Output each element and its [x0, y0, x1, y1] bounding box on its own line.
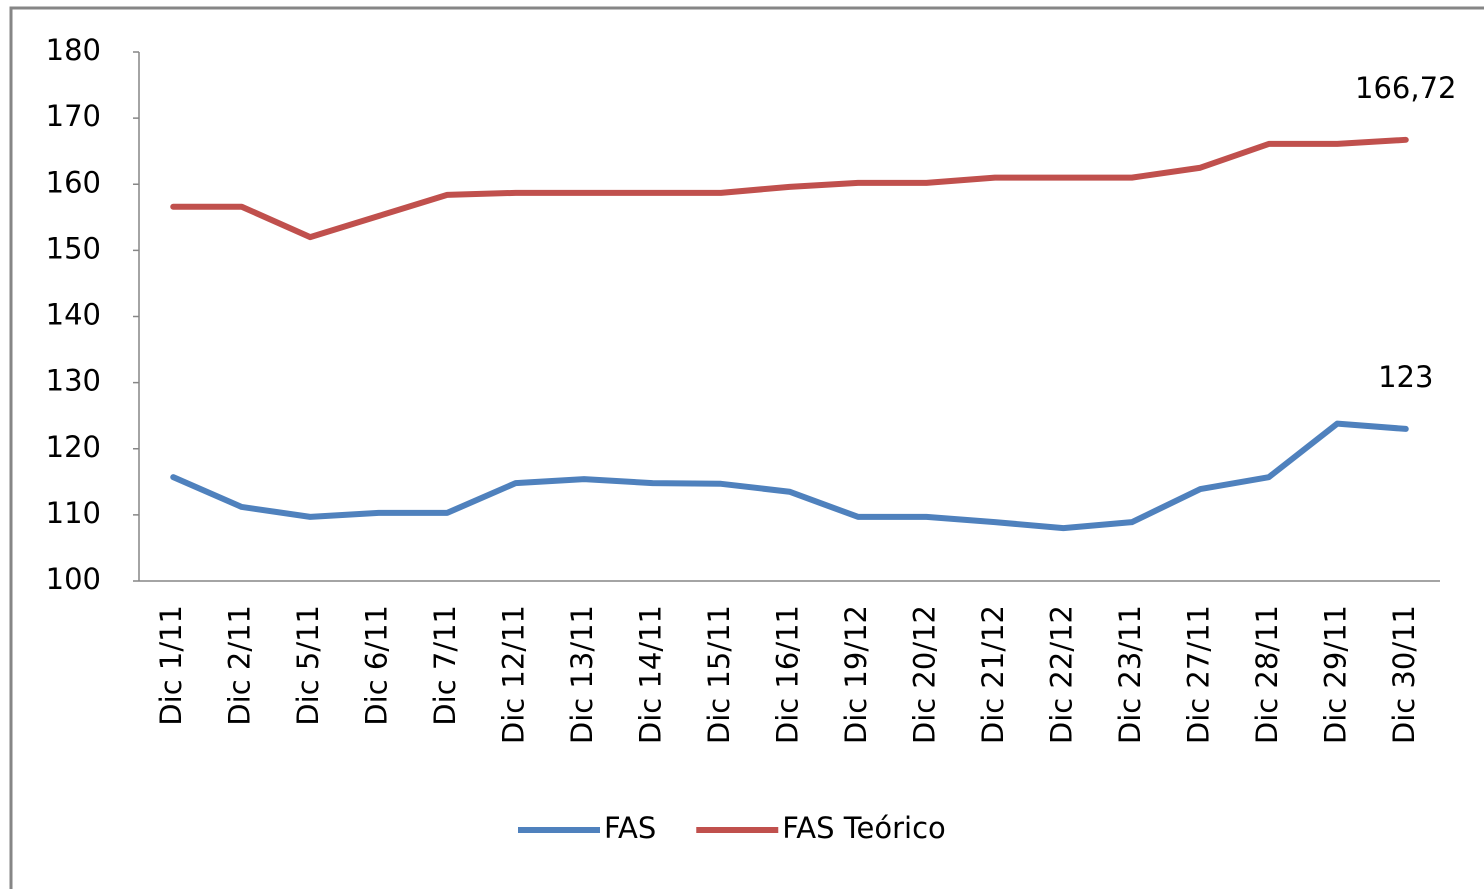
- x-tick-label: Dic 14/11: [634, 605, 668, 744]
- x-tick-label: Dic 21/12: [976, 605, 1010, 744]
- legend-label: FAS Teórico: [782, 811, 946, 845]
- y-tick-label: 130: [46, 364, 101, 398]
- x-tick-label: Dic 1/11: [154, 605, 188, 726]
- x-tick-label: Dic 16/11: [771, 605, 805, 744]
- x-tick-label: Dic 23/11: [1113, 605, 1147, 744]
- data-label: 166,72: [1355, 71, 1456, 105]
- x-tick-label: Dic 19/12: [839, 605, 873, 744]
- legend-label: FAS: [604, 811, 656, 845]
- x-tick-label: Dic 2/11: [223, 605, 257, 726]
- y-tick-label: 170: [46, 99, 101, 133]
- x-tick-label: Dic 29/11: [1318, 605, 1352, 744]
- data-label: 123: [1378, 360, 1433, 394]
- line-series: [170, 420, 1409, 532]
- y-tick-label: 120: [46, 430, 101, 464]
- y-tick-label: 180: [46, 33, 101, 67]
- x-tick-label: Dic 28/11: [1250, 605, 1284, 744]
- x-tick-label: Dic 20/12: [907, 605, 941, 744]
- x-tick-label: Dic 6/11: [360, 605, 394, 726]
- x-tick-label: Dic 27/11: [1181, 605, 1215, 744]
- x-tick-label: Dic 5/11: [291, 605, 325, 726]
- y-tick-label: 110: [46, 496, 101, 530]
- y-tick-label: 150: [46, 231, 101, 265]
- x-tick-label: Dic 12/11: [497, 605, 531, 744]
- x-tick-label: Dic 7/11: [428, 605, 462, 726]
- x-tick-label: Dic 22/12: [1044, 605, 1078, 744]
- y-tick-label: 140: [46, 298, 101, 332]
- y-tick-label: 160: [46, 165, 101, 199]
- x-tick-label: Dic 13/11: [565, 605, 599, 744]
- chart-frame: [9, 6, 1484, 889]
- x-tick-label: Dic 15/11: [702, 605, 736, 744]
- y-tick-label: 100: [46, 562, 101, 596]
- x-tick-label: Dic 30/11: [1387, 605, 1421, 744]
- line-series: [170, 136, 1409, 241]
